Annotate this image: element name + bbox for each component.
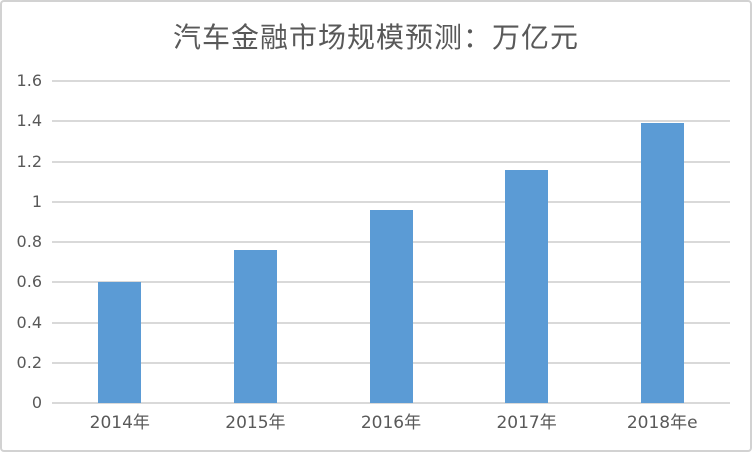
y-tick-label: 0.2	[16, 352, 42, 372]
y-tick-label: 0.6	[16, 272, 42, 292]
x-tick-label: 2018年e	[626, 413, 698, 433]
plot-area	[52, 80, 730, 404]
bar-2016年	[369, 209, 413, 403]
y-tick-label: 1.2	[16, 151, 42, 171]
x-tick-label: 2016年	[360, 413, 422, 433]
bar-2015年	[233, 250, 277, 403]
y-tick-label: 1.4	[16, 111, 42, 131]
x-tick-label: 2017年	[496, 413, 557, 433]
gridline	[52, 120, 730, 123]
y-axis: 0 0.2 0.4 0.6 0.8 1 1.2 1.4 1.6	[2, 71, 42, 412]
bar-2014年	[98, 282, 142, 403]
y-tick-label: 0.8	[16, 232, 42, 251]
bar-2017年	[505, 169, 549, 403]
gridline	[52, 160, 730, 163]
x-tick-label: 2014年	[89, 413, 150, 433]
gridline	[52, 402, 730, 404]
x-axis: 2014年 2015年 2016年 2017年 2018年e	[52, 409, 730, 437]
bar-2018年e	[640, 123, 684, 403]
x-tick-label: 2015年	[225, 413, 286, 433]
gridline	[52, 80, 730, 82]
y-tick-label: 0	[31, 393, 42, 412]
gridline	[52, 200, 730, 203]
chart-title: 汽车金融市场规模预测：万亿元	[172, 21, 579, 54]
y-tick-label: 1.6	[16, 71, 42, 90]
y-tick-label: 1	[31, 191, 42, 211]
y-tick-label: 0.4	[16, 312, 42, 332]
